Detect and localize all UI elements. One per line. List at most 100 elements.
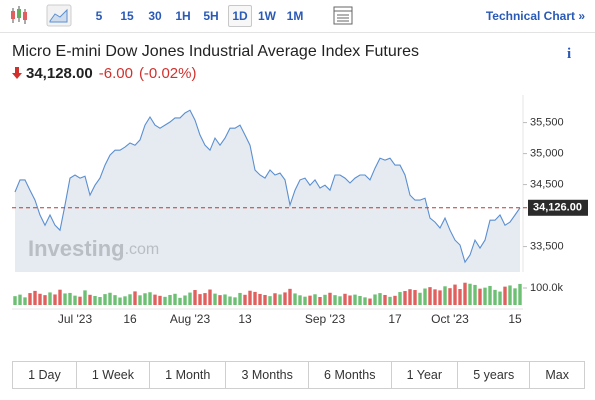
volume-bar [373,294,377,305]
range-button[interactable]: 1 Year [390,362,458,388]
y-tick-label: 35,500 [530,116,564,128]
volume-bar [413,290,417,305]
volume-bar [298,295,302,305]
info-icon[interactable]: i [567,46,572,62]
volume-bar [308,295,312,305]
volume-bar [83,290,87,305]
volume-bar [438,290,442,305]
volume-bar [328,292,332,305]
y-tick-label: 33,500 [530,240,564,252]
x-tick-label: Jul '23 [58,312,93,326]
volume-bar [188,292,192,305]
volume-bar [468,283,472,305]
watermark-suffix: .com [125,241,160,258]
volume-bar [433,289,437,305]
last-price-label: 34,126.00 [533,202,582,214]
volume-bar [263,294,267,305]
candle-icon[interactable] [11,6,27,24]
volume-bar [283,292,287,305]
volume-bar [18,294,22,305]
volume-bar [293,293,297,305]
volume-bar [88,294,92,305]
range-button[interactable]: 1 Week [75,362,149,388]
area-icon[interactable] [46,4,72,27]
watermark: Investing.com [28,236,159,261]
volume-bar [503,286,507,305]
range-buttons: 1 Day 1 Week 1 Month 3 Months 6 Months 1 Year… [12,361,585,389]
range-button[interactable]: 1 Month [149,362,225,388]
area-fill [15,110,520,272]
x-tick-label: 17 [388,312,402,326]
volume-bar [38,293,42,305]
interval-button[interactable]: 1M [286,9,304,23]
range-button[interactable]: Max [529,362,584,388]
range-button[interactable]: 3 Months [225,362,308,388]
volume-bar [423,288,427,305]
volume-bar [343,293,347,305]
volume-bar [63,293,67,305]
volume-bar [23,297,27,305]
volume-bar [258,293,262,305]
interval-button[interactable]: 1H [175,9,191,23]
volume-bar [363,297,367,305]
volume-bar [53,294,57,305]
volume-bar [253,291,257,305]
volume-bar [473,284,477,305]
volume-bar [228,296,232,305]
price-change: -6.00 [98,65,133,82]
toolbar: Technical Chart » 5 15 30 1H 5H 1D 1W 1M [0,0,595,33]
volume-bar [273,293,277,305]
volume-bar [358,295,362,305]
volume-bar [163,296,167,305]
volume-bar [138,295,142,305]
volume-bar [168,294,172,305]
interval-button[interactable]: 1W [258,9,276,23]
watermark-brand: Investing [28,236,125,261]
volume-bar [148,292,152,305]
volume-bar [198,294,202,305]
down-arrow [12,67,22,79]
volume-bar [408,289,412,305]
volume-bar [318,297,322,305]
interval-button[interactable]: 5H [203,9,219,23]
volume-bar [333,295,337,305]
last-price: 34,128.00 [26,65,93,82]
interval-button[interactable]: 5 [95,9,103,23]
volume-bar [303,296,307,305]
range-button[interactable]: 6 Months [307,362,391,388]
volume-bar [348,295,352,305]
interval-button[interactable]: 1D [228,5,252,27]
range-button[interactable]: 1 Day [28,368,61,382]
volume-bar [448,288,452,305]
price-change-percent: (-0.02%) [138,65,197,82]
volume-bar [368,298,372,305]
volume-bar [453,284,457,305]
instrument-title: Micro E-mini Dow Jones Industrial Averag… [12,43,419,60]
volume-bar [73,295,77,305]
table-icon[interactable] [333,6,353,25]
volume-bar [133,291,137,305]
volume-bar [508,285,512,305]
interval-button[interactable]: 30 [148,9,162,23]
range-button[interactable]: 5 years [457,362,529,388]
volume-bar [218,295,222,305]
volume-bar [458,289,462,305]
x-tick-label: 15 [508,312,522,326]
volume-tick-label: 100.0k [530,282,564,294]
volume-bar [393,295,397,305]
price-row: 34,128.00 -6.00 (-0.02%) [12,65,196,82]
volume-bar [193,290,197,305]
price-line [14,109,521,264]
volume-bar [158,295,162,305]
volume-bar [213,293,217,305]
interval-button[interactable]: 15 [120,9,134,23]
volume-bar [443,286,447,305]
volume-bar [483,287,487,305]
volume-bar [113,295,117,305]
volume-bar [498,291,502,305]
technical-chart-link[interactable]: Technical Chart » [485,9,585,23]
volume-bar [118,297,122,305]
volume-bar [123,296,127,305]
volume-bar [353,294,357,305]
volume-bar [108,292,112,305]
